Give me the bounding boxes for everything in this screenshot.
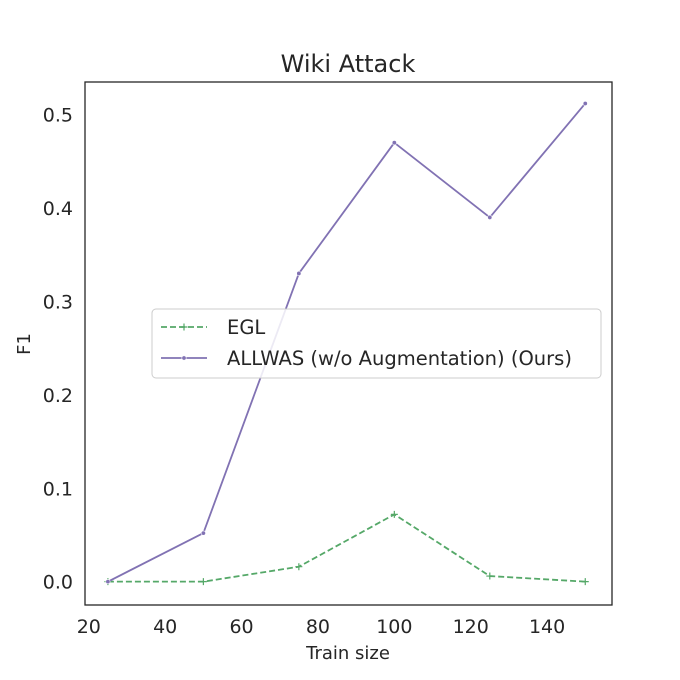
y-axis-ticks: 0.0 0.1 0.2 0.3 0.4 0.5 [43, 105, 73, 594]
data-point [486, 572, 494, 580]
series-1 [104, 510, 589, 586]
data-point [200, 530, 206, 536]
chart-title: Wiki Attack [281, 50, 416, 78]
legend-item: EGL [161, 316, 265, 339]
plot-area [104, 100, 589, 586]
y-tick-label: 0.3 [43, 291, 73, 313]
y-tick-label: 0.0 [43, 572, 73, 594]
x-tick-label: 120 [453, 616, 489, 638]
x-tick-label: 40 [153, 616, 177, 638]
legend-label: EGL [227, 316, 265, 339]
legend: EGL ALLWAS (w/o Augmentation) (Ours) [151, 308, 602, 379]
data-point [295, 563, 303, 571]
y-tick-label: 0.2 [43, 385, 73, 407]
y-tick-label: 0.1 [43, 478, 73, 500]
x-tick-label: 60 [229, 616, 253, 638]
y-tick-label: 0.4 [43, 198, 73, 220]
y-axis-label: F1 [14, 333, 35, 355]
data-point [582, 100, 588, 106]
legend-item: ALLWAS (w/o Augmentation) (Ours) [161, 347, 572, 370]
x-tick-label: 140 [529, 616, 565, 638]
data-point [487, 214, 493, 220]
x-tick-label: 20 [77, 616, 101, 638]
legend-label: ALLWAS (w/o Augmentation) (Ours) [227, 347, 572, 370]
data-point [181, 355, 187, 361]
data-point [180, 323, 188, 331]
series-line [107, 513, 586, 583]
data-point [199, 578, 207, 586]
x-axis-ticks: 20 40 60 80 100 120 140 [77, 616, 565, 638]
series-2 [105, 100, 588, 585]
data-point [296, 270, 302, 276]
x-tick-label: 80 [306, 616, 330, 638]
data-point [390, 510, 398, 518]
legend-frame [151, 308, 602, 379]
x-axis-label: Train size [305, 643, 390, 664]
plot-frame [84, 81, 613, 606]
series-line [107, 102, 586, 583]
data-point [105, 579, 111, 585]
data-point [391, 140, 397, 146]
x-tick-label: 100 [376, 616, 412, 638]
data-point [581, 578, 589, 586]
y-tick-label: 0.5 [43, 105, 73, 127]
